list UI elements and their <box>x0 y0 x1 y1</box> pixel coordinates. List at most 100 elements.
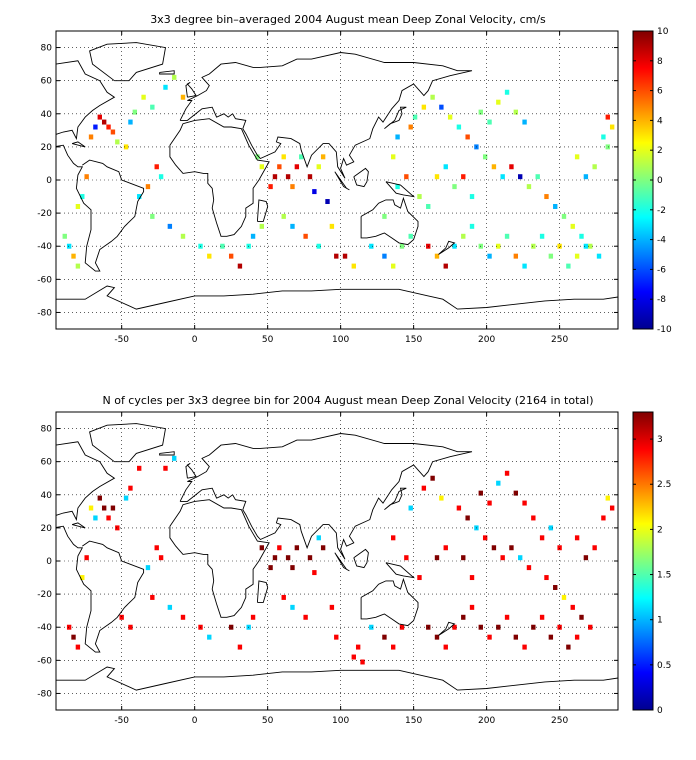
coastline <box>56 441 145 653</box>
bin-cell <box>154 545 159 551</box>
bin-cell <box>513 634 519 640</box>
bin-cell <box>535 174 540 180</box>
bin-cell <box>80 575 85 581</box>
bin-cell <box>522 644 527 650</box>
bin-cell <box>531 243 536 249</box>
coastlines <box>56 42 618 310</box>
coastline <box>256 199 269 222</box>
bin-cell <box>404 174 409 180</box>
y-tick-label: -60 <box>37 656 52 666</box>
x-tick-label: -50 <box>114 716 129 726</box>
coastline <box>256 580 269 603</box>
map-panel-1: -50 0 50 100 150 200 250-80-60-40-20020406080-… <box>37 27 672 345</box>
y-tick-label: 0 <box>46 176 52 186</box>
coastline <box>169 118 270 237</box>
bin-cell <box>110 505 116 511</box>
bin-cell <box>605 495 610 501</box>
coastline <box>56 60 145 272</box>
bin-cell <box>259 223 265 229</box>
x-tick-label: 0 <box>192 716 198 726</box>
bin-cell <box>553 204 558 209</box>
bin-cell <box>482 535 488 541</box>
bin-cell <box>329 604 335 610</box>
bin-cell <box>404 555 409 561</box>
x-tick-label: 50 <box>262 716 274 726</box>
colorbar-tick-label: -4 <box>657 236 666 246</box>
bin-cell <box>228 253 234 259</box>
bin-cell <box>596 253 602 259</box>
x-tick-label: 200 <box>478 335 495 345</box>
bin-cell <box>487 119 492 125</box>
bin-cell <box>609 124 615 130</box>
colorbar-tick-label: 0 <box>657 706 663 716</box>
bin-cell <box>408 124 413 130</box>
bin-cell <box>434 253 440 259</box>
x-tick-label: 50 <box>262 335 274 345</box>
bin-cell <box>285 174 291 180</box>
bin-cell <box>334 634 339 640</box>
bin-cell <box>66 243 72 249</box>
y-tick-label: -20 <box>37 209 52 219</box>
y-tick-label: -80 <box>37 689 52 699</box>
coastline <box>438 240 456 255</box>
chart-title-top: 3x3 degree bin–averaged 2004 August mean… <box>150 13 546 26</box>
bin-cell <box>128 485 133 491</box>
bin-cell <box>334 253 339 259</box>
bin-cell <box>150 213 155 219</box>
y-tick-label: 60 <box>41 77 53 87</box>
bin-cell <box>150 104 155 110</box>
bin-cell <box>465 515 470 521</box>
bin-cell <box>268 565 273 571</box>
bin-cell <box>461 174 466 180</box>
bin-cell <box>290 223 295 229</box>
bin-cell <box>369 243 374 249</box>
bin-cell <box>391 644 396 650</box>
bin-cell <box>93 124 98 130</box>
coastline <box>169 499 270 618</box>
bin-cell <box>566 644 571 650</box>
bin-cell <box>504 233 510 239</box>
colorbar-tick-label: 0.5 <box>657 661 671 671</box>
bin-cell <box>145 565 151 571</box>
bin-cell <box>439 495 444 501</box>
bin-cell <box>592 545 597 551</box>
bin-cell <box>504 614 510 620</box>
bin-cell <box>281 154 286 160</box>
bin-cell <box>294 164 300 170</box>
bin-cell <box>482 154 488 160</box>
bin-cell <box>180 614 186 620</box>
coastline <box>185 81 197 98</box>
bin-cell <box>469 194 475 200</box>
y-tick-label: -80 <box>37 308 52 318</box>
coastline <box>56 285 618 310</box>
bin-cell <box>237 263 243 269</box>
bin-cell <box>500 555 505 561</box>
bin-cell <box>97 495 102 501</box>
y-tick-label: 80 <box>41 44 53 54</box>
coastline <box>89 423 167 463</box>
coastlines <box>56 423 618 691</box>
bin-cell <box>150 594 155 600</box>
x-tick-label: 100 <box>332 335 349 345</box>
bin-cell <box>75 644 81 650</box>
bin-cell <box>583 555 589 561</box>
bin-cell <box>592 164 597 170</box>
bin-cell <box>426 204 431 209</box>
bin-cell <box>491 164 497 170</box>
bin-cell <box>509 164 514 170</box>
bin-cell <box>434 555 440 561</box>
bin-cell <box>163 84 168 90</box>
bin-cell <box>154 164 159 170</box>
bin-cell <box>115 525 120 531</box>
bin-cell <box>382 253 387 259</box>
y-tick-label: -60 <box>37 275 52 285</box>
bin-cell <box>531 624 536 630</box>
bin-cell <box>84 174 89 180</box>
bin-cell <box>452 184 457 190</box>
bin-cell <box>281 594 286 600</box>
bin-cell <box>522 500 527 506</box>
bin-cell <box>158 174 164 180</box>
bin-cell <box>513 109 519 115</box>
bin-cell <box>605 144 610 150</box>
bin-cell <box>163 465 168 471</box>
